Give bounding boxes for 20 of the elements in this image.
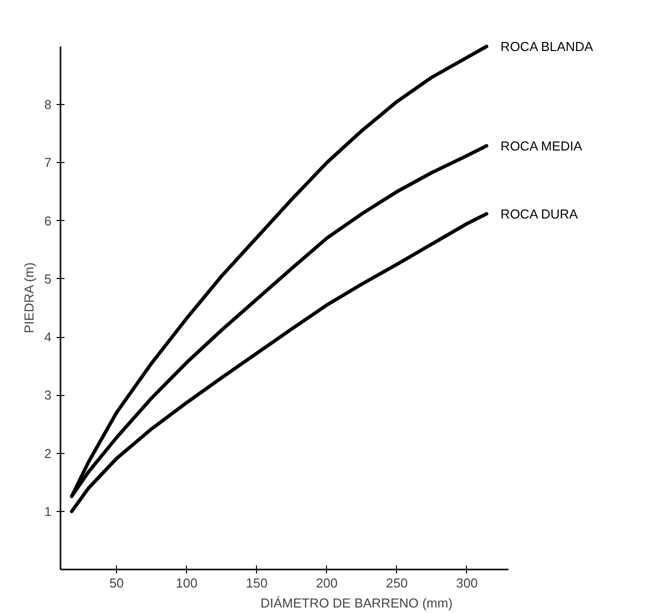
y-tick-label: 4 bbox=[44, 330, 52, 345]
x-tick-label: 150 bbox=[246, 576, 268, 590]
y-tick-label: 7 bbox=[44, 155, 52, 170]
y-tick-label: 3 bbox=[44, 388, 52, 403]
series-label: ROCA DURA bbox=[500, 206, 578, 222]
x-tick-label: 50 bbox=[109, 576, 124, 590]
x-tick-label: 250 bbox=[386, 576, 408, 590]
x-tick-label: 200 bbox=[316, 576, 338, 590]
y-tick-label: 8 bbox=[44, 97, 52, 112]
y-tick-label: 6 bbox=[44, 213, 52, 228]
y-axis-title: PIEDRA (m) bbox=[21, 262, 36, 334]
y-tick-label: 2 bbox=[44, 446, 52, 461]
line-series bbox=[70, 212, 488, 514]
x-tick-label: 100 bbox=[176, 576, 198, 590]
series-label: ROCA MEDIA bbox=[500, 138, 583, 154]
series-label: ROCA BLANDA bbox=[500, 38, 594, 54]
y-tick-label: 1 bbox=[44, 504, 52, 519]
x-tick-label: 300 bbox=[456, 576, 478, 590]
y-tick-label: 5 bbox=[44, 271, 52, 286]
x-axis-title: DIÁMETRO DE BARRENO (mm) bbox=[260, 596, 453, 610]
